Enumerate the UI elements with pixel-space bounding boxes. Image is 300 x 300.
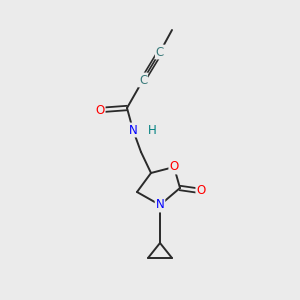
Text: H: H <box>148 124 156 136</box>
Text: O: O <box>95 103 105 116</box>
Text: C: C <box>139 74 147 86</box>
Text: O: O <box>196 184 206 197</box>
Text: C: C <box>156 46 164 59</box>
Text: O: O <box>169 160 178 173</box>
Text: N: N <box>156 199 164 212</box>
Text: N: N <box>129 124 137 136</box>
